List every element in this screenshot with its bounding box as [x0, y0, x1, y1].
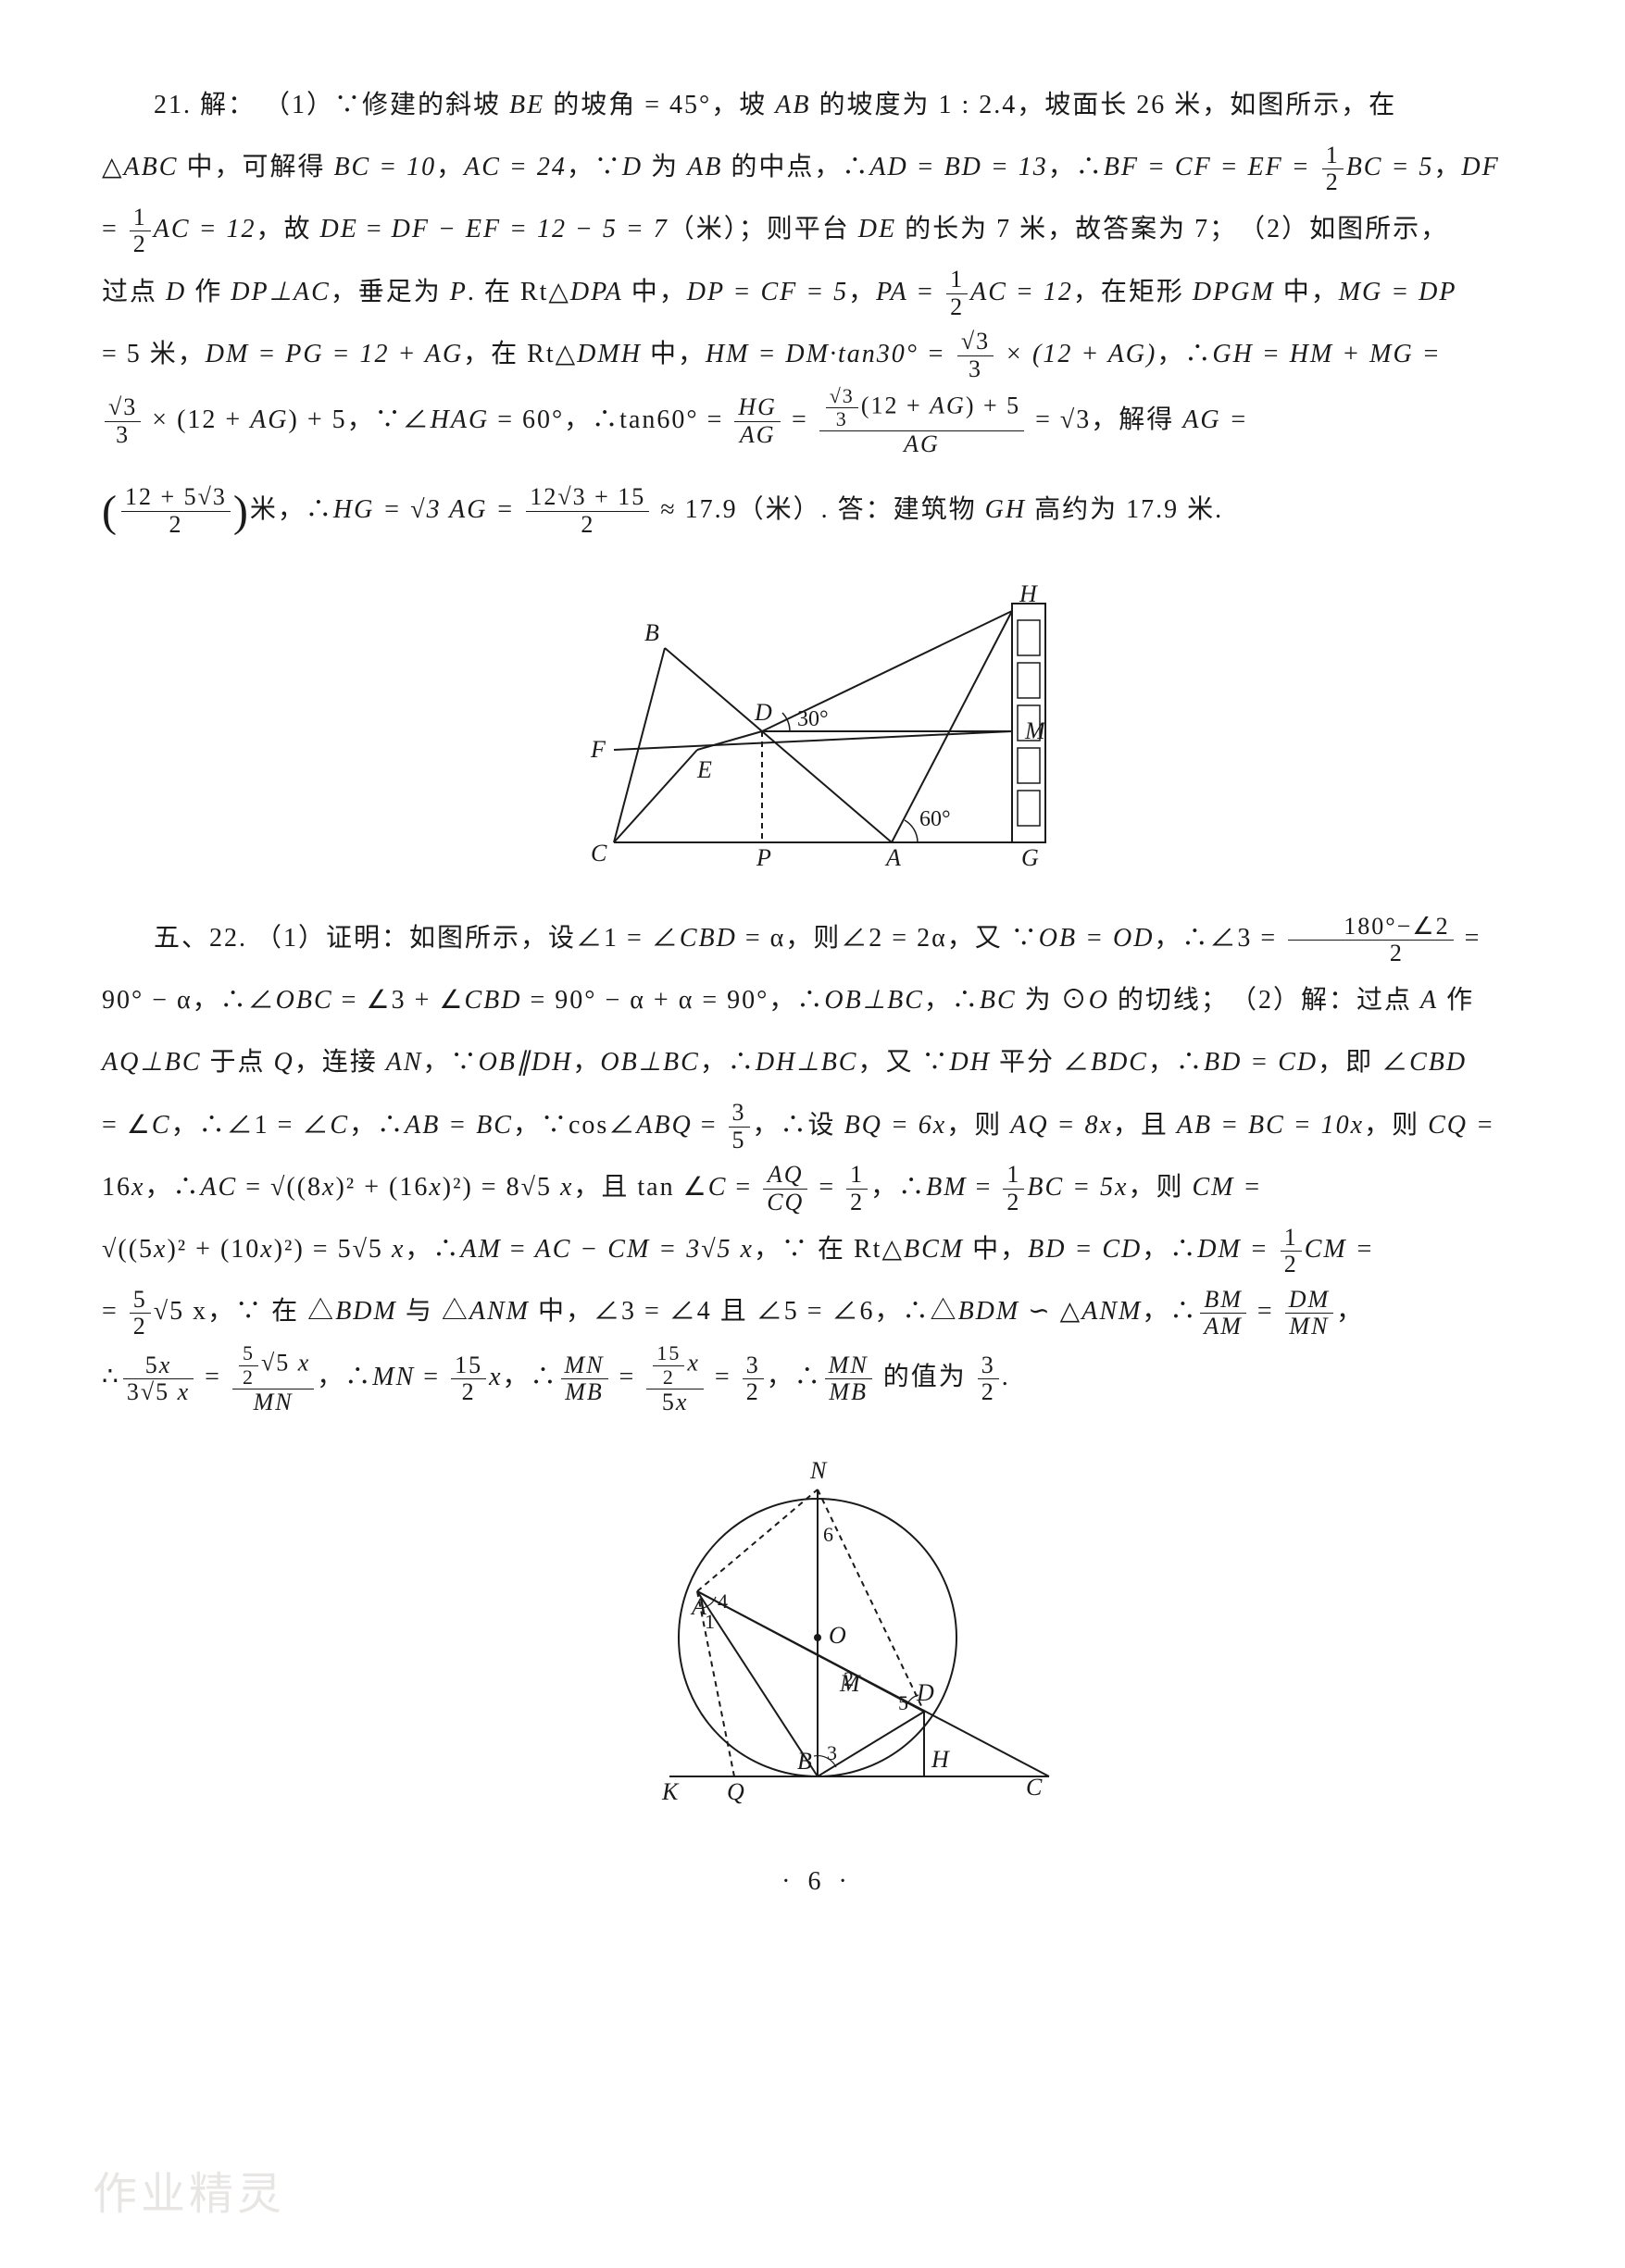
svg-text:M: M — [1024, 717, 1046, 744]
svg-text:N: N — [809, 1457, 828, 1484]
p22-line8: ∴5x3√5 x = 52√5 xMN，∴MN = 152x，∴MNMB = 1… — [102, 1342, 1532, 1415]
svg-text:A: A — [690, 1593, 706, 1620]
svg-text:K: K — [661, 1778, 680, 1805]
frac-aq-cq: AQCQ — [763, 1162, 807, 1215]
svg-text:D: D — [754, 699, 772, 726]
frac-paren: 12 + 5√32 — [121, 484, 231, 538]
frac-half-1: 12 — [1322, 143, 1344, 196]
svg-text:60°: 60° — [919, 807, 951, 831]
frac-3-5: 35 — [729, 1100, 750, 1153]
svg-text:M: M — [839, 1670, 861, 1697]
p22-line2: 90° − α，∴∠OBC = ∠3 + ∠CBD = 90° − α + α … — [102, 969, 1532, 1031]
svg-text:D: D — [916, 1679, 934, 1706]
svg-text:B: B — [644, 619, 659, 646]
frac-bm-am: BMAM — [1200, 1287, 1246, 1340]
svg-text:30°: 30° — [797, 707, 829, 731]
svg-text:4: 4 — [718, 1589, 728, 1613]
p22-line6: √((5x)² + (10x)²) = 5√5 x，∴AM = AC − CM … — [102, 1218, 1532, 1280]
frac-big: √33(12 + AG) + 5AG — [819, 385, 1024, 458]
frac-3-2a: 32 — [743, 1352, 764, 1406]
svg-text:C: C — [1026, 1774, 1043, 1801]
svg-text:P: P — [756, 844, 771, 871]
p21-line2: △ABC 中，可解得 BC = 10，AC = 24，∵D 为 AB 的中点，∴… — [102, 136, 1532, 198]
p21-label: 21. — [154, 91, 192, 119]
frac-half-2: 12 — [130, 205, 151, 258]
frac-1-2b: 12 — [846, 1162, 868, 1215]
frac-hg-ag: HGAG — [734, 394, 781, 448]
frac-1-2c: 12 — [1003, 1162, 1024, 1215]
p21-line3: = 12AC = 12，故 DE = DF − EF = 12 − 5 = 7（… — [102, 198, 1532, 260]
frac-mn-mb2: MNMB — [825, 1352, 872, 1406]
svg-text:5: 5 — [898, 1691, 908, 1714]
p22-line7: = 52√5 x，∵ 在 △BDM 与 △ANM 中，∠3 = ∠4 且 ∠5 … — [102, 1280, 1532, 1342]
svg-text:F: F — [590, 736, 606, 763]
frac-half-3: 12 — [946, 267, 968, 320]
p22-line3: AQ⊥BC 于点 Q，连接 AN，∵OB∥DH，OB⊥BC，∴DH⊥BC，又 ∵… — [102, 1031, 1532, 1093]
frac-12s3-15-2: 12√3 + 152 — [526, 484, 649, 538]
p22-label: 五、22. — [154, 924, 247, 953]
svg-text:C: C — [591, 840, 607, 866]
svg-text:E: E — [696, 756, 712, 783]
p21-line4: 过点 D 作 DP⊥AC，垂足为 P. 在 Rt△DPA 中，DP = CF =… — [102, 261, 1532, 323]
p21-line6: √33 × (12 + AG) + 5，∵∠HAG = 60°，∴tan60° … — [102, 385, 1532, 458]
frac-3-2b: 32 — [978, 1352, 999, 1406]
frac-52s5x-mn: 52√5 xMN — [232, 1342, 314, 1415]
svg-text:H: H — [931, 1746, 950, 1773]
frac-1-2d: 12 — [1281, 1225, 1302, 1278]
frac-5-2a: 52 — [130, 1287, 151, 1340]
svg-text:G: G — [1021, 844, 1039, 871]
p22-line4: = ∠C，∴∠1 = ∠C，∴AB = BC，∵cos∠ABQ = 35，∴设 … — [102, 1094, 1532, 1156]
svg-text:O: O — [829, 1622, 846, 1649]
figure-2-svg: 462531NAOMDBHQKC — [558, 1434, 1077, 1823]
frac-152x-5x: 152x5x — [646, 1342, 704, 1415]
frac-5x-3s5x: 5x3√5 x — [123, 1352, 194, 1406]
figure-2: 462531NAOMDBHQKC — [102, 1434, 1532, 1823]
p21-line7: (12 + 5√32)米，∴HG = √3 AG = 12√3 + 152 ≈ … — [102, 458, 1532, 565]
figure-1: 30° 60° B F C E D P A G M H — [102, 583, 1532, 879]
frac-sqrt3-3b: √33 — [105, 394, 141, 448]
page-number: · 6 · — [102, 1851, 1532, 1913]
frac-mn-mb: MNMB — [561, 1352, 608, 1406]
frac-dm-mn: DMMN — [1285, 1287, 1333, 1340]
frac-sqrt3-3a: √33 — [957, 329, 994, 382]
svg-text:B: B — [797, 1748, 812, 1775]
p21-line1: 21. 解： （1）∵修建的斜坡 BE 的坡角 = 45°，坡 AB 的坡度为 … — [102, 74, 1532, 136]
svg-text:6: 6 — [823, 1523, 833, 1546]
svg-text:H: H — [1019, 583, 1038, 607]
figure-1-svg: 30° 60° B F C E D P A G M H — [558, 583, 1077, 879]
p22-line1: 五、22. （1）证明：如图所示，设∠1 = ∠CBD = α，则∠2 = 2α… — [102, 907, 1532, 969]
frac-180-2: 180°−∠22 — [1288, 914, 1453, 967]
p21-heading: 解： — [200, 91, 256, 119]
svg-text:Q: Q — [727, 1778, 744, 1805]
p21-line5: = 5 米，DM = PG = 12 + AG，在 Rt△DMH 中，HM = … — [102, 323, 1532, 385]
p22-line5: 16x，∴AC = √((8x)² + (16x)²) = 8√5 x，且 ta… — [102, 1156, 1532, 1218]
watermark: 作业精灵 — [93, 2157, 285, 2222]
svg-text:A: A — [884, 844, 901, 871]
frac-15-2a: 152 — [451, 1352, 486, 1406]
